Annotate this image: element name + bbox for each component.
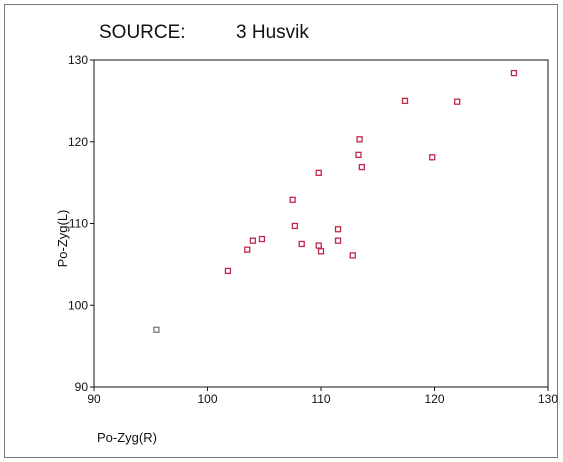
data-point <box>249 237 257 244</box>
data-point <box>358 163 366 171</box>
data-point <box>315 242 322 249</box>
data-point <box>429 154 436 161</box>
data-point <box>258 235 266 243</box>
chart-frame <box>4 4 558 458</box>
data-point <box>349 252 356 259</box>
x-tick-label: 90 <box>87 392 101 406</box>
source-label: SOURCE: <box>99 22 186 43</box>
data-point <box>317 248 325 255</box>
data-points <box>153 69 518 333</box>
data-point <box>289 196 296 203</box>
x-tick-label: 100 <box>197 392 217 406</box>
y-tick-label: 100 <box>68 298 88 312</box>
y-tick-label: 130 <box>68 53 88 67</box>
x-tick-label: 110 <box>311 392 330 406</box>
y-axis-label: Po-Zyg(L) <box>55 210 70 268</box>
data-point <box>244 246 251 253</box>
x-axis-label: Po-Zyg(R) <box>97 430 157 445</box>
data-point <box>356 136 363 143</box>
data-point <box>401 97 409 105</box>
y-tick-label: 90 <box>75 380 89 394</box>
data-point <box>153 326 160 333</box>
data-point <box>454 98 461 105</box>
data-point <box>334 226 342 233</box>
data-point <box>510 69 518 77</box>
source-value: 3 Husvik <box>236 22 309 43</box>
y-tick-label: 120 <box>68 135 88 149</box>
axis-ticks: 90 100 110 120 130 90 100 110 120 130 <box>68 53 558 406</box>
x-tick-label: 120 <box>424 392 444 406</box>
plot-area <box>93 59 549 388</box>
data-point <box>334 237 342 244</box>
data-point <box>298 240 305 248</box>
y-tick-label: 110 <box>69 217 88 231</box>
data-point <box>315 169 322 176</box>
x-tick-label: 130 <box>538 392 558 406</box>
data-point <box>355 151 362 158</box>
data-point <box>291 222 299 230</box>
data-point <box>224 267 232 275</box>
